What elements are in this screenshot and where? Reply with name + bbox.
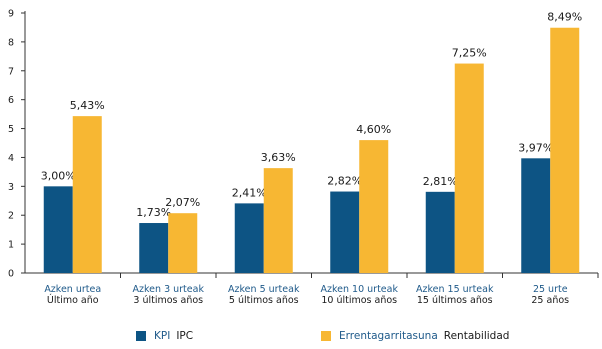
y-tick-label: 0 (8, 269, 14, 280)
bar-kpi (43, 186, 73, 273)
data-label: 2,81% (423, 175, 458, 188)
x-category-label-eu: Azken 15 urteak (416, 284, 494, 295)
data-label: 3,00% (41, 169, 76, 182)
bar-kpi (521, 158, 551, 273)
data-label: 2,41% (232, 186, 267, 199)
y-tick-label: 2 (8, 211, 14, 222)
y-tick-label: 3 (8, 182, 14, 193)
bar-kpi (234, 203, 264, 273)
bar-rentabilidad (72, 116, 102, 273)
y-tick-label: 9 (8, 9, 14, 20)
bar-rentabilidad (359, 140, 389, 273)
x-category-label-es: 3 últimos años (133, 295, 203, 306)
data-label: 2,07% (165, 196, 200, 209)
bar-kpi (139, 223, 169, 273)
legend-label-eu: KPI (154, 330, 171, 342)
bar-rentabilidad (263, 168, 293, 273)
legend-label-eu: Errentagarritasuna (339, 330, 438, 342)
data-label: 8,49% (547, 11, 582, 24)
data-label: 2,82% (327, 175, 362, 188)
x-category-label-eu: Azken 3 urteak (133, 284, 205, 295)
bar-kpi (330, 191, 360, 273)
y-tick-label: 5 (8, 124, 14, 135)
data-label: 1,73% (136, 206, 171, 219)
data-label: 3,63% (261, 151, 296, 164)
bar-rentabilidad (168, 213, 198, 273)
y-tick-label: 1 (8, 240, 14, 251)
x-category-label-eu: 25 urte (533, 284, 568, 295)
bar-rentabilidad (550, 27, 580, 273)
x-category-label-es: 10 últimos años (321, 295, 397, 306)
x-category-label-es: Último año (47, 294, 99, 306)
legend-label-es: IPC (176, 330, 194, 342)
bar-kpi (425, 191, 455, 273)
data-label: 5,43% (70, 99, 105, 112)
legend-swatch-rentabilidad (321, 331, 331, 341)
x-category-label-eu: Azken 5 urteak (228, 284, 300, 295)
x-category-label-es: 25 años (531, 295, 569, 306)
x-category-label-eu: Azken 10 urteak (321, 284, 399, 295)
x-category-label-eu: Azken urtea (44, 284, 101, 295)
y-tick-label: 7 (8, 66, 14, 77)
legend-item-rentabilidad: Errentagarritasuna Rentabilidad (321, 330, 509, 342)
y-tick-label: 8 (8, 37, 14, 48)
x-category-label-es: 15 últimos años (417, 295, 493, 306)
x-category-label-es: 5 últimos años (229, 295, 299, 306)
y-tick-label: 6 (8, 95, 14, 106)
bar-rentabilidad (454, 63, 484, 273)
y-tick-label: 4 (8, 153, 14, 164)
legend-swatch-kpi (136, 331, 146, 341)
legend-item-kpi: KPI IPC (136, 330, 193, 342)
data-label: 3,97% (518, 141, 553, 154)
data-label: 7,25% (452, 47, 487, 60)
data-label: 4,60% (356, 123, 391, 136)
legend-label-es: Rentabilidad (443, 330, 510, 342)
